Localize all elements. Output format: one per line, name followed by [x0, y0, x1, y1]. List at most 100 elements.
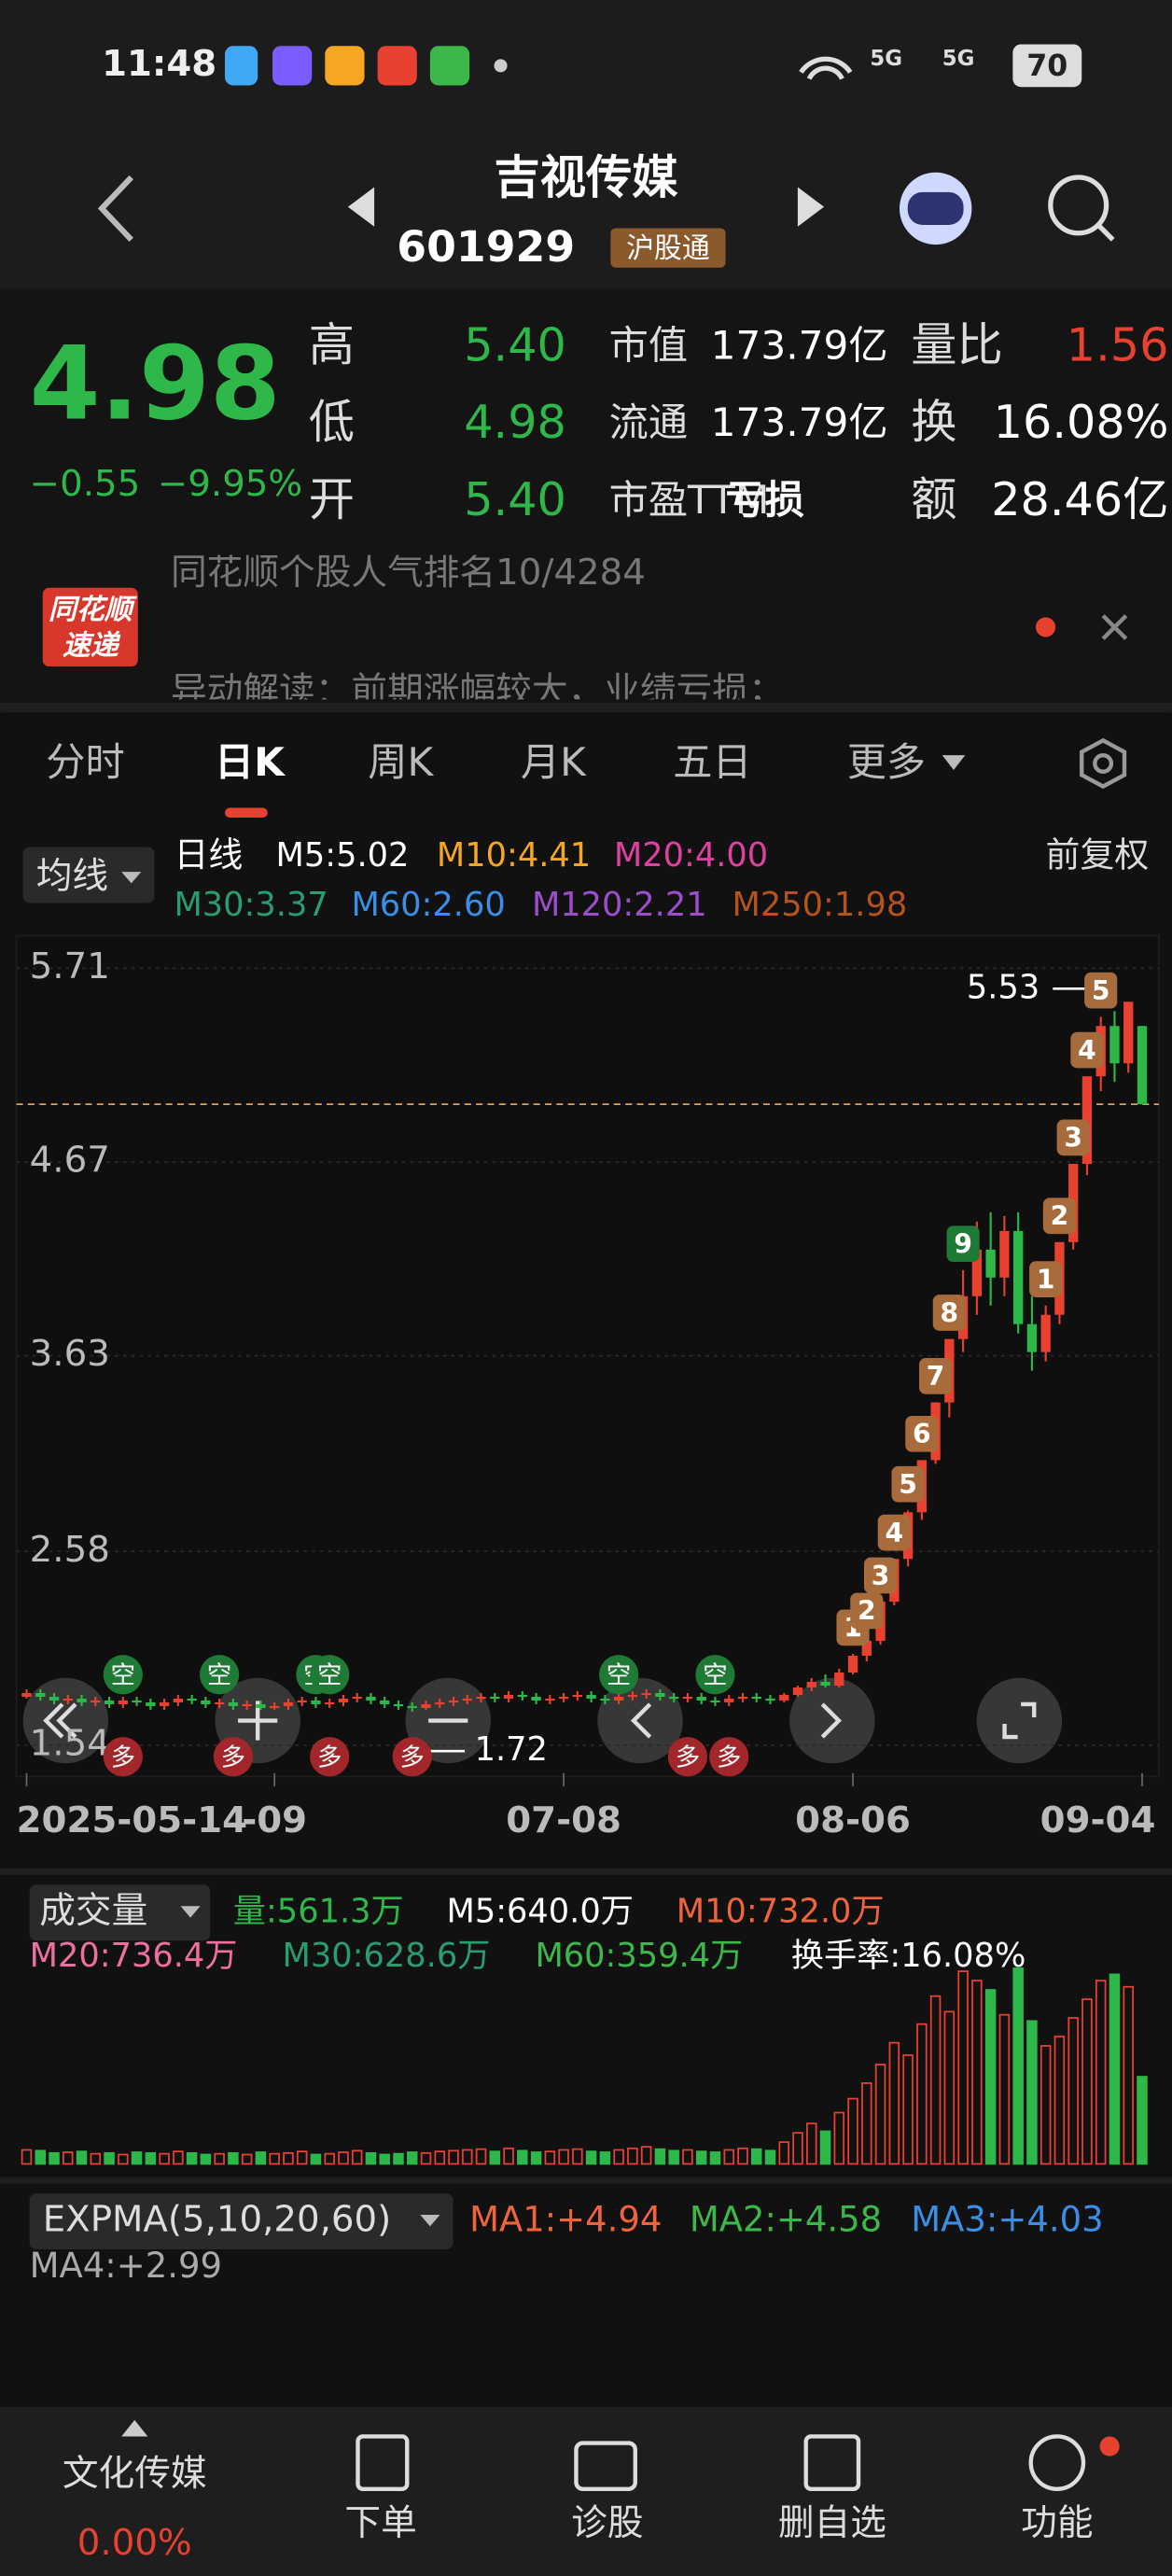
candle-body [558, 1696, 569, 1700]
candle-body [985, 1249, 996, 1278]
x-tick-label: 08-06 [795, 1799, 911, 1841]
sector-name[interactable]: 文化传媒 [63, 2453, 207, 2495]
indicator-name: 均线 [36, 856, 108, 898]
candle-body [338, 1698, 349, 1702]
period-tab[interactable]: 分时 [46, 739, 124, 785]
prev-stock[interactable] [347, 187, 375, 227]
candle-body [1026, 1323, 1038, 1352]
nine-turn-badge-bg [946, 1225, 980, 1263]
nav-item[interactable]: 删自选 [778, 2502, 886, 2544]
short-signal-bg [103, 1655, 143, 1695]
candle-body [77, 1698, 87, 1702]
stock-name: 吉视传媒 [495, 150, 679, 204]
x-tick-label: -09 [242, 1799, 307, 1841]
volume-legend: M10:732.0万 [677, 1892, 885, 1930]
volume-select[interactable] [29, 1884, 211, 1941]
scroll-left-button[interactable] [22, 1677, 109, 1764]
expma-legend: MA2:+4.58 [690, 2200, 882, 2240]
volume-bar [63, 2151, 74, 2165]
candle-body [366, 1696, 376, 1701]
volume-bar [407, 2151, 418, 2165]
ma-legend: M20:4.00 [614, 836, 768, 875]
candle-body [737, 1696, 748, 1700]
second-turn-badge-bg [1070, 1031, 1104, 1069]
candle-body [448, 1700, 459, 1703]
volume-bar [1081, 1998, 1093, 2165]
quote-label: 低 [309, 395, 355, 449]
candle-body [792, 1687, 803, 1695]
candle-body [696, 1696, 706, 1701]
candle-body [146, 1701, 156, 1706]
quote-label: 市盈TTM [609, 477, 770, 523]
nav-item[interactable]: 下单 [344, 2502, 416, 2544]
news-logo-text: 同花顺 [49, 594, 138, 626]
second-turn-badge: 3 [1064, 1123, 1082, 1154]
sector-expand[interactable] [121, 2419, 148, 2437]
volume-bar [255, 2151, 267, 2165]
volume-bar [682, 2149, 693, 2165]
period-tab[interactable]: 更多 [847, 739, 926, 785]
nav-item[interactable]: 诊股 [571, 2502, 643, 2544]
expma-select[interactable] [29, 2193, 453, 2249]
volume-bar [90, 2152, 102, 2165]
candle-body [531, 1696, 541, 1701]
search-button[interactable] [1048, 175, 1109, 236]
period-tab[interactable]: 周K [368, 739, 434, 785]
volume-bar [269, 2152, 280, 2165]
fullscreen-button[interactable] [976, 1677, 1063, 1764]
expma-legend: MA1:+4.94 [469, 2200, 662, 2240]
step-right-button[interactable] [789, 1677, 875, 1764]
adjust-label[interactable]: 前复权 [1046, 835, 1150, 875]
volume-caret [180, 1906, 201, 1918]
volume-bar [118, 2153, 129, 2165]
volume-bar [998, 2013, 1011, 2165]
diagnose-icon [574, 2441, 637, 2491]
candle-body [311, 1700, 321, 1704]
candle-body [380, 1700, 390, 1704]
next-stock[interactable] [797, 187, 825, 227]
candle-body [283, 1701, 294, 1706]
candle-body [724, 1698, 734, 1702]
volume-bar [640, 2146, 652, 2165]
candle-body [407, 1705, 417, 1709]
quote-value: 4.98 [464, 395, 566, 449]
short-signal: 空 [317, 1662, 342, 1690]
candle-body [421, 1703, 431, 1708]
settings-button[interactable] [1080, 737, 1127, 790]
candle-body [503, 1694, 514, 1699]
volume-bar [792, 2132, 803, 2165]
ma-legend: M30:3.37 [174, 886, 328, 924]
volume-bar [833, 2111, 845, 2165]
candle-body [35, 1692, 46, 1697]
news-logo-bg [42, 587, 138, 667]
news-item[interactable]: 同花顺个股人气排名10/4284 [171, 552, 646, 595]
volume-legend: 量:561.3万 [233, 1892, 404, 1930]
news-item[interactable]: 异动解读：前期涨幅较大，业绩亏损； [171, 670, 785, 712]
quote-label: 高 [309, 317, 355, 371]
nav-item[interactable]: 功能 [1021, 2502, 1093, 2544]
period-tab[interactable]: 日K [215, 739, 286, 785]
y-tick-label: 1.54 [30, 1722, 110, 1764]
back-button[interactable] [97, 175, 133, 242]
candle-body [118, 1700, 128, 1704]
close-button[interactable] [1101, 614, 1128, 640]
candle-body [669, 1696, 679, 1700]
period-tab[interactable]: 五日 [673, 739, 751, 785]
indicator-select[interactable] [22, 847, 155, 903]
volume-legend: M30:628.6万 [283, 1937, 491, 1975]
second-turn-badge-bg [1029, 1261, 1063, 1297]
volume-bar [1053, 2036, 1066, 2165]
volume-bar [186, 2151, 198, 2165]
quote-value: 173.79亿 [711, 399, 888, 445]
tag-bg [610, 228, 726, 268]
order-icon [356, 2434, 410, 2491]
volume-bar [847, 2097, 858, 2165]
x-tick-label: 2025-05-14 [17, 1799, 247, 1841]
volume-bar [420, 2151, 432, 2165]
candle-body [393, 1703, 404, 1707]
candle-body [655, 1692, 665, 1697]
volume-legend: M60:359.4万 [535, 1937, 743, 1975]
period-tab[interactable]: 月K [521, 739, 587, 785]
ma-legend: M250:1.98 [732, 886, 908, 924]
max-price-label: 5.53 [967, 968, 1039, 1006]
